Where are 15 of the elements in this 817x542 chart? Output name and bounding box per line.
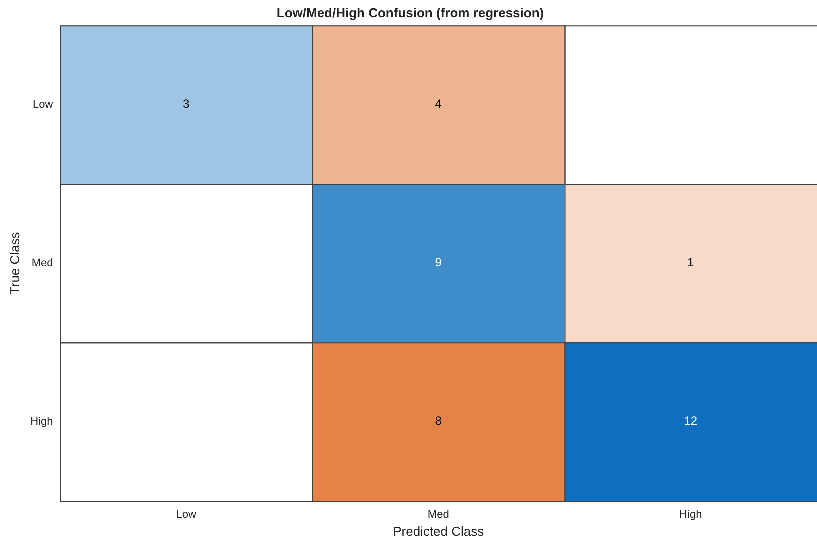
- x-axis-title: Predicted Class: [393, 524, 485, 539]
- data-label: 4: [435, 97, 442, 112]
- y-tick-label: Med: [32, 257, 54, 270]
- data-label: 8: [435, 414, 442, 428]
- data-label: 9: [435, 256, 442, 270]
- x-tick-label: High: [680, 508, 702, 521]
- data-label: 12: [684, 414, 698, 428]
- data-label: 3: [183, 97, 190, 112]
- y-tick-label: Low: [33, 98, 54, 111]
- x-tick-label: Med: [428, 508, 450, 521]
- x-tick-label: Low: [176, 508, 196, 521]
- data-label: 1: [688, 256, 695, 270]
- y-axis-title: True Class: [7, 232, 22, 295]
- chart-title: Low/Med/High Confusion (from regression): [276, 5, 544, 20]
- y-tick-label: High: [30, 416, 54, 428]
